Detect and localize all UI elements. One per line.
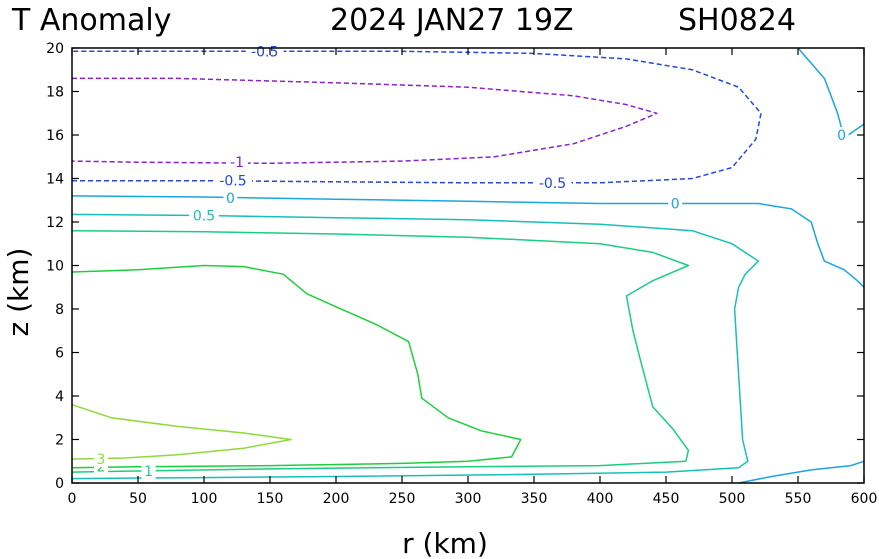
contour-label-1-2: -0.5 [251, 44, 278, 60]
y-tick-label: 18 [46, 85, 64, 101]
title-storm: SH0824 [678, 3, 796, 38]
contour-label-7-0: 2 [97, 460, 106, 476]
contour-label-bg [668, 195, 683, 212]
contour-label-0-0: -1 [230, 155, 244, 171]
y-axis-label: z (km) [2, 248, 35, 337]
x-tick-label: 600 [851, 491, 878, 507]
x-tick-label: 150 [257, 491, 284, 507]
contour-line-6 [71, 229, 690, 473]
x-tick-label: 550 [785, 491, 812, 507]
contour-label-1-1: -0.5 [539, 176, 566, 192]
contour-label-bg [141, 463, 156, 479]
x-tick-label: 500 [719, 491, 746, 507]
x-tick-label: 0 [68, 491, 77, 507]
contour-label-bg [189, 207, 219, 224]
y-tick-label: 8 [55, 302, 64, 318]
x-axis-ticks: 0 50 100 150 200 250 300 350 400 450 500 550 600 [68, 48, 878, 507]
x-tick-label: 350 [521, 491, 548, 507]
contour-line-2 [71, 195, 865, 288]
x-tick-label: 50 [129, 491, 147, 507]
y-tick-label: 6 [55, 346, 64, 362]
x-tick-label: 200 [323, 491, 350, 507]
y-tick-label: 12 [46, 215, 64, 231]
contour-label-bg [214, 172, 252, 189]
x-tick-label: 100 [191, 491, 218, 507]
contour-line-3 [797, 47, 865, 136]
contour-label-bg [834, 127, 849, 143]
y-tick-label: 20 [46, 41, 64, 57]
title-date: 2024 JAN27 19Z [330, 3, 574, 38]
contour-label-2-1: 0 [671, 197, 680, 213]
contour-label-8-0: 3 [97, 452, 106, 468]
contour-line-8 [71, 403, 292, 460]
y-tick-label: 16 [46, 128, 64, 144]
contour-lines [71, 47, 865, 484]
x-axis-label: r (km) [402, 527, 488, 559]
contour-label-2-0: 0 [226, 191, 235, 207]
contour-line-0 [71, 77, 658, 165]
contour-label-bg [94, 451, 108, 468]
contour-label-5-0: 0.5 [193, 209, 215, 225]
plot-frame [71, 47, 865, 484]
y-tick-label: 0 [55, 476, 64, 492]
contour-label-6-0: 1 [144, 464, 153, 480]
x-tick-label: 250 [389, 491, 416, 507]
contour-label-3-0: 0 [837, 128, 846, 144]
contour-label-bg [533, 174, 572, 191]
x-tick-label: 450 [653, 491, 680, 507]
y-tick-label: 4 [55, 389, 64, 405]
y-tick-label: 14 [46, 172, 64, 188]
title-left: T Anomaly [11, 3, 171, 38]
contour-label-1-0: -0.5 [219, 174, 246, 190]
y-tick-label: 2 [55, 433, 64, 449]
contour-label-bg [226, 154, 248, 171]
contour-line-5 [71, 213, 760, 480]
contour-line-4 [738, 460, 865, 484]
contour-label-bg [223, 190, 238, 207]
contour-line-7 [71, 264, 522, 469]
x-tick-label: 300 [455, 491, 482, 507]
y-tick-label: 10 [46, 259, 64, 275]
x-tick-label: 400 [587, 491, 614, 507]
